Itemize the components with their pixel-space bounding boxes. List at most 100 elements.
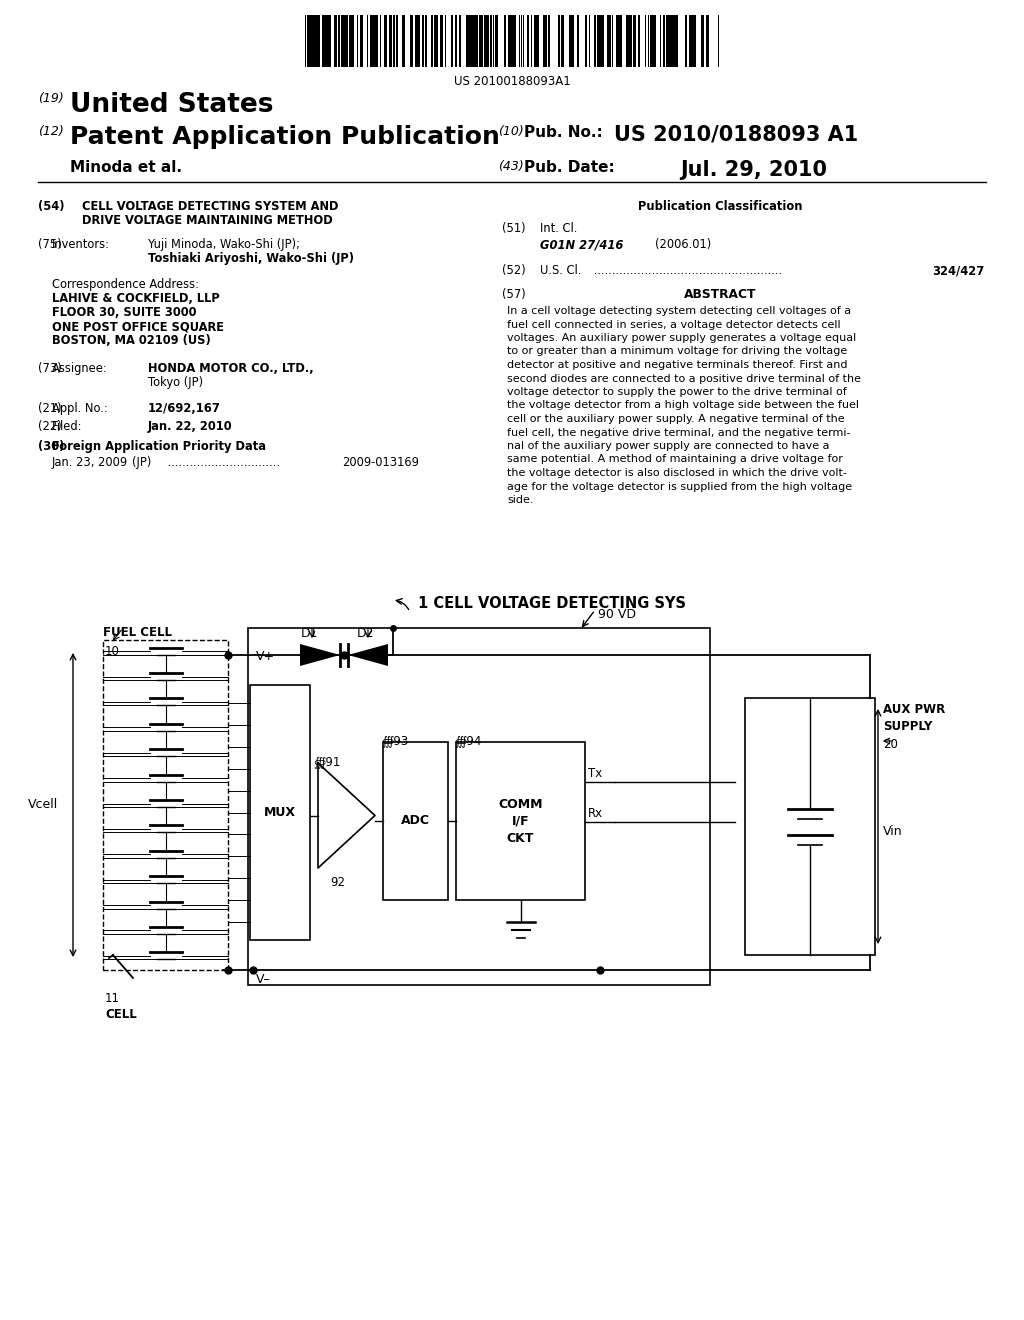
Bar: [638, 15, 640, 67]
Text: the voltage detector is also disclosed in which the drive volt-: the voltage detector is also disclosed i…: [507, 469, 847, 478]
Bar: [564, 15, 567, 67]
Text: United States: United States: [70, 92, 273, 117]
Text: 92: 92: [330, 876, 345, 888]
Text: Vin: Vin: [883, 825, 902, 838]
Bar: [640, 15, 643, 67]
Text: FUEL CELL: FUEL CELL: [103, 626, 172, 639]
Text: age for the voltage detector is supplied from the high voltage: age for the voltage detector is supplied…: [507, 482, 852, 491]
Text: LAHIVE & COCKFIELD, LLP: LAHIVE & COCKFIELD, LLP: [52, 292, 220, 305]
Bar: [540, 15, 543, 67]
Bar: [342, 15, 345, 67]
Bar: [455, 15, 457, 67]
Text: Filed:: Filed:: [52, 420, 83, 433]
Text: Pub. Date:: Pub. Date:: [524, 160, 614, 176]
Text: (51): (51): [502, 222, 525, 235]
Bar: [317, 15, 319, 67]
Text: Foreign Application Priority Data: Foreign Application Priority Data: [52, 440, 266, 453]
Bar: [438, 15, 440, 67]
Bar: [745, 698, 874, 954]
Bar: [314, 15, 317, 67]
Polygon shape: [300, 644, 340, 667]
Bar: [435, 15, 437, 67]
Text: FLOOR 30, SUITE 3000: FLOOR 30, SUITE 3000: [52, 306, 197, 319]
Bar: [338, 15, 340, 67]
Bar: [372, 15, 374, 67]
Bar: [534, 15, 536, 67]
Bar: [322, 15, 325, 67]
Bar: [690, 15, 692, 67]
Bar: [362, 15, 365, 67]
Bar: [406, 15, 409, 67]
Bar: [383, 742, 449, 900]
Bar: [396, 15, 398, 67]
Bar: [590, 15, 593, 67]
Bar: [351, 15, 353, 67]
Bar: [400, 15, 402, 67]
Text: BOSTON, MA 02109 (US): BOSTON, MA 02109 (US): [52, 334, 211, 347]
Bar: [630, 15, 632, 67]
Text: (JP): (JP): [132, 455, 152, 469]
Text: (75): (75): [38, 238, 61, 251]
Bar: [487, 15, 489, 67]
Text: side.: side.: [507, 495, 534, 506]
Bar: [569, 15, 571, 67]
Bar: [387, 15, 389, 67]
Text: MUX: MUX: [264, 807, 296, 818]
Bar: [687, 15, 689, 67]
Bar: [429, 15, 431, 67]
Text: In a cell voltage detecting system detecting cell voltages of a: In a cell voltage detecting system detec…: [507, 306, 851, 315]
Bar: [527, 15, 529, 67]
Text: 1 CELL VOLTAGE DETECTING SYS: 1 CELL VOLTAGE DETECTING SYS: [418, 597, 686, 611]
Bar: [510, 15, 512, 67]
Text: ONE POST OFFICE SQUARE: ONE POST OFFICE SQUARE: [52, 319, 224, 333]
Bar: [506, 15, 508, 67]
Bar: [536, 15, 539, 67]
Bar: [558, 15, 560, 67]
Bar: [327, 15, 329, 67]
Bar: [614, 15, 616, 67]
Text: 324/427: 324/427: [932, 264, 984, 277]
Text: Yuji Minoda, Wako-Shi (JP);: Yuji Minoda, Wako-Shi (JP);: [148, 238, 300, 251]
Bar: [332, 15, 334, 67]
Bar: [449, 15, 451, 67]
Text: AUX PWR: AUX PWR: [883, 704, 945, 715]
Text: ∰91: ∰91: [313, 755, 340, 768]
Text: second diodes are connected to a positive drive terminal of the: second diodes are connected to a positiv…: [507, 374, 861, 384]
Text: (54): (54): [38, 201, 65, 213]
Bar: [415, 15, 418, 67]
Text: (10): (10): [498, 125, 523, 139]
Bar: [516, 15, 518, 67]
Text: Jul. 29, 2010: Jul. 29, 2010: [680, 160, 827, 180]
Bar: [441, 15, 443, 67]
Bar: [427, 15, 429, 67]
Bar: [705, 15, 706, 67]
Bar: [579, 15, 581, 67]
Text: Tokyo (JP): Tokyo (JP): [148, 376, 203, 389]
Bar: [585, 15, 587, 67]
Text: G01N 27/416: G01N 27/416: [540, 238, 624, 251]
Bar: [561, 15, 564, 67]
Text: US 2010/0188093 A1: US 2010/0188093 A1: [614, 125, 858, 145]
Text: (57): (57): [502, 288, 525, 301]
Text: ADC: ADC: [401, 814, 430, 828]
Bar: [410, 15, 412, 67]
Bar: [382, 15, 384, 67]
Text: HONDA MOTOR CO., LTD.,: HONDA MOTOR CO., LTD.,: [148, 362, 313, 375]
Text: Assignee:: Assignee:: [52, 362, 108, 375]
Text: (52): (52): [502, 264, 525, 277]
Bar: [617, 15, 618, 67]
Bar: [368, 15, 370, 67]
Bar: [474, 15, 476, 67]
Bar: [709, 15, 712, 67]
Bar: [443, 15, 445, 67]
Text: (19): (19): [38, 92, 63, 106]
Bar: [706, 15, 708, 67]
Bar: [311, 15, 314, 67]
Text: V–: V–: [256, 973, 270, 986]
Text: Vcell: Vcell: [28, 799, 58, 812]
Text: Minoda et al.: Minoda et al.: [70, 160, 182, 176]
Bar: [472, 15, 474, 67]
Text: Jan. 23, 2009: Jan. 23, 2009: [52, 455, 128, 469]
Bar: [604, 15, 606, 67]
Text: Appl. No.:: Appl. No.:: [52, 403, 108, 414]
